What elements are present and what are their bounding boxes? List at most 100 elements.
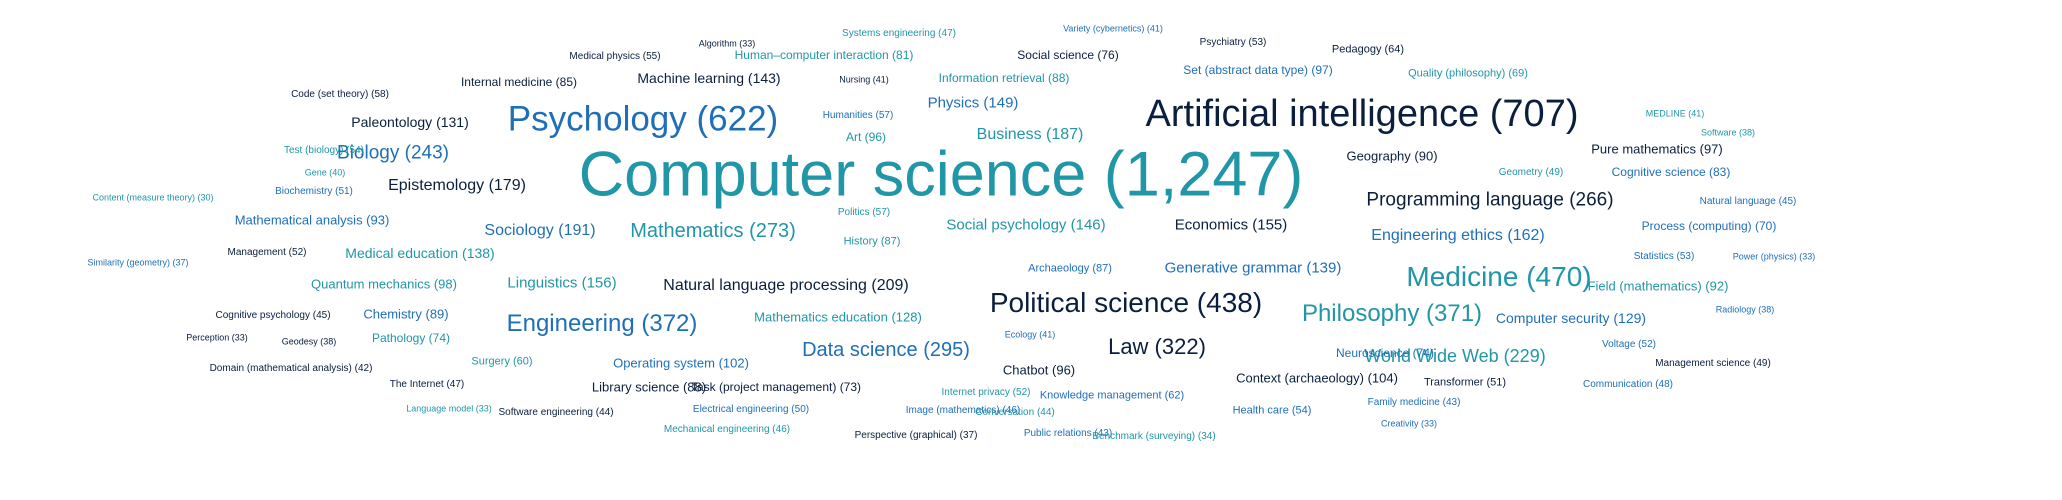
word-psychiatry: Psychiatry (53)	[1199, 37, 1267, 48]
word-context-archaeology: Context (archaeology) (104)	[1236, 370, 1398, 386]
word-chatbot: Chatbot (96)	[1002, 362, 1076, 378]
word-communication: Communication (48)	[1582, 379, 1674, 390]
word-medline: MEDLINE (41)	[1645, 108, 1705, 119]
word-neuroscience: Neuroscience (74)	[1335, 346, 1435, 360]
word-politics: Politics (57)	[837, 207, 891, 218]
word-pure-mathematics: Pure mathematics (97)	[1591, 141, 1723, 157]
word-language-model: Language model (33)	[406, 403, 492, 414]
word-quantum-mechanics: Quantum mechanics (98)	[311, 276, 457, 292]
word-radiology: Radiology (38)	[1715, 304, 1775, 315]
word-machine-learning: Machine learning (143)	[637, 70, 781, 86]
word-philosophy: Philosophy (371)	[1301, 300, 1483, 327]
word-internet-privacy: Internet privacy (52)	[941, 387, 1031, 398]
word-voltage: Voltage (52)	[1602, 339, 1656, 350]
word-medicine: Medicine (470)	[1406, 261, 1592, 292]
word-process-computing: Process (computing) (70)	[1641, 219, 1777, 233]
word-health-care: Health care (54)	[1232, 404, 1312, 417]
word-medical-physics: Medical physics (55)	[569, 51, 661, 62]
word-similarity-geometry: Similarity (geometry) (37)	[87, 257, 189, 268]
word-management-science: Management science (49)	[1655, 358, 1771, 369]
word-gene: Gene (40)	[304, 167, 346, 178]
word-art: Art (96)	[845, 130, 887, 144]
word-statistics: Statistics (53)	[1633, 251, 1695, 262]
word-engineering-ethics: Engineering ethics (162)	[1371, 227, 1545, 244]
word-law: Law (322)	[1108, 334, 1206, 359]
word-business: Business (187)	[976, 126, 1084, 143]
word-perception: Perception (33)	[186, 332, 248, 343]
word-creativity: Creativity (33)	[1380, 418, 1438, 429]
word-natural-language-processing: Natural language processing (209)	[663, 277, 909, 294]
word-quality-philosophy: Quality (philosophy) (69)	[1408, 67, 1528, 80]
word-social-psychology: Social psychology (146)	[946, 216, 1106, 234]
word-nursing: Nursing (41)	[839, 74, 889, 85]
word-paleontology: Paleontology (131)	[351, 114, 469, 130]
word-mathematical-analysis: Mathematical analysis (93)	[234, 212, 390, 228]
word-electrical-engineering: Electrical engineering (50)	[692, 404, 810, 415]
word-library-science: Library science (88)	[591, 379, 707, 395]
word-human-computer-interaction: Human–computer interaction (81)	[734, 48, 914, 62]
word-physics: Physics (149)	[927, 94, 1019, 112]
word-test-biology: Test (biology) (54)	[283, 145, 365, 156]
word-biology: Biology (243)	[337, 142, 449, 164]
word-geometry: Geometry (49)	[1498, 167, 1564, 178]
word-computer-science: Computer science (1,247)	[578, 139, 1304, 210]
word-operating-system: Operating system (102)	[613, 355, 749, 371]
word-domain-mathematical-analysis: Domain (mathematical analysis) (42)	[209, 363, 373, 374]
word-artificial-intelligence: Artificial intelligence (707)	[1145, 93, 1579, 135]
word-knowledge-management: Knowledge management (62)	[1039, 389, 1185, 402]
word-algorithm: Algorithm (33)	[698, 38, 756, 49]
word-perspective-graphical: Perspective (graphical) (37)	[854, 430, 978, 441]
word-geodesy: Geodesy (38)	[281, 336, 337, 347]
word-medical-education: Medical education (138)	[345, 245, 495, 261]
word-power-physics: Power (physics) (33)	[1732, 251, 1816, 262]
word-cognitive-science: Cognitive science (83)	[1611, 165, 1731, 179]
word-computer-security: Computer security (129)	[1495, 310, 1647, 326]
word-programming-language: Programming language (266)	[1366, 189, 1614, 211]
word-pedagogy: Pedagogy (64)	[1331, 43, 1405, 56]
word-geography: Geography (90)	[1346, 148, 1438, 164]
word-cognitive-psychology: Cognitive psychology (45)	[215, 310, 331, 321]
word-variety-cybernetics: Variety (cybernetics) (41)	[1063, 23, 1163, 34]
word-surgery: Surgery (60)	[471, 355, 533, 368]
word-sociology: Sociology (191)	[484, 222, 596, 239]
word-psychology: Psychology (622)	[507, 99, 779, 139]
word-public-relations: Public relations (43)	[1023, 428, 1113, 439]
word-task-project-management: Task (project management) (73)	[690, 380, 862, 394]
word-engineering: Engineering (372)	[506, 310, 698, 337]
word-systems-engineering: Systems engineering (47)	[842, 28, 956, 39]
word-archaeology: Archaeology (87)	[1028, 262, 1112, 275]
word-conversation: Conversation (44)	[975, 407, 1055, 418]
word-epistemology: Epistemology (179)	[388, 177, 526, 194]
word-management: Management (52)	[227, 247, 307, 258]
word-information-retrieval: Information retrieval (88)	[938, 71, 1070, 85]
word-internal-medicine: Internal medicine (85)	[460, 75, 578, 89]
word-linguistics: Linguistics (156)	[507, 274, 617, 292]
word-social-science: Social science (76)	[1017, 48, 1119, 62]
word-field-mathematics: Field (mathematics) (92)	[1587, 278, 1729, 294]
word-transformer: Transformer (51)	[1423, 376, 1507, 389]
word-content-measure-theory: Content (measure theory) (30)	[92, 192, 214, 203]
word-mechanical-engineering: Mechanical engineering (46)	[663, 424, 791, 435]
word-chemistry: Chemistry (89)	[363, 306, 449, 322]
word-ecology: Ecology (41)	[1004, 329, 1056, 340]
word-generative-grammar: Generative grammar (139)	[1164, 259, 1342, 277]
word-natural-language: Natural language (45)	[1699, 196, 1797, 207]
word-benchmark-surveying: Benchmark (surveying) (34)	[1092, 431, 1216, 442]
word-software: Software (38)	[1700, 127, 1756, 138]
word-image-mathematics: Image (mathematics) (46)	[905, 405, 1021, 416]
word-family-medicine: Family medicine (43)	[1367, 397, 1461, 408]
word-mathematics: Mathematics (273)	[630, 220, 796, 242]
word-pathology: Pathology (74)	[371, 331, 451, 345]
word-software-engineering: Software engineering (44)	[498, 407, 614, 418]
word-mathematics-education: Mathematics education (128)	[754, 309, 922, 325]
word-biochemistry: Biochemistry (51)	[275, 186, 353, 197]
word-economics: Economics (155)	[1174, 216, 1288, 234]
word-humanities: Humanities (57)	[822, 110, 894, 121]
word-set-abstract-data-type: Set (abstract data type) (97)	[1183, 63, 1333, 77]
word-political-science: Political science (438)	[989, 287, 1263, 318]
word-history: History (87)	[843, 235, 901, 248]
word-data-science: Data science (295)	[802, 339, 970, 361]
word-code-set-theory: Code (set theory) (58)	[291, 89, 389, 100]
word-world-wide-web: World Wide Web (229)	[1364, 346, 1546, 366]
